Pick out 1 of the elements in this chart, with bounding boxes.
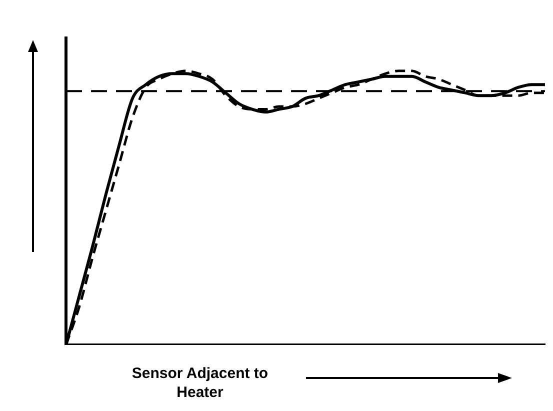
x-axis-title: Sensor Adjacent to Heater <box>130 364 270 402</box>
